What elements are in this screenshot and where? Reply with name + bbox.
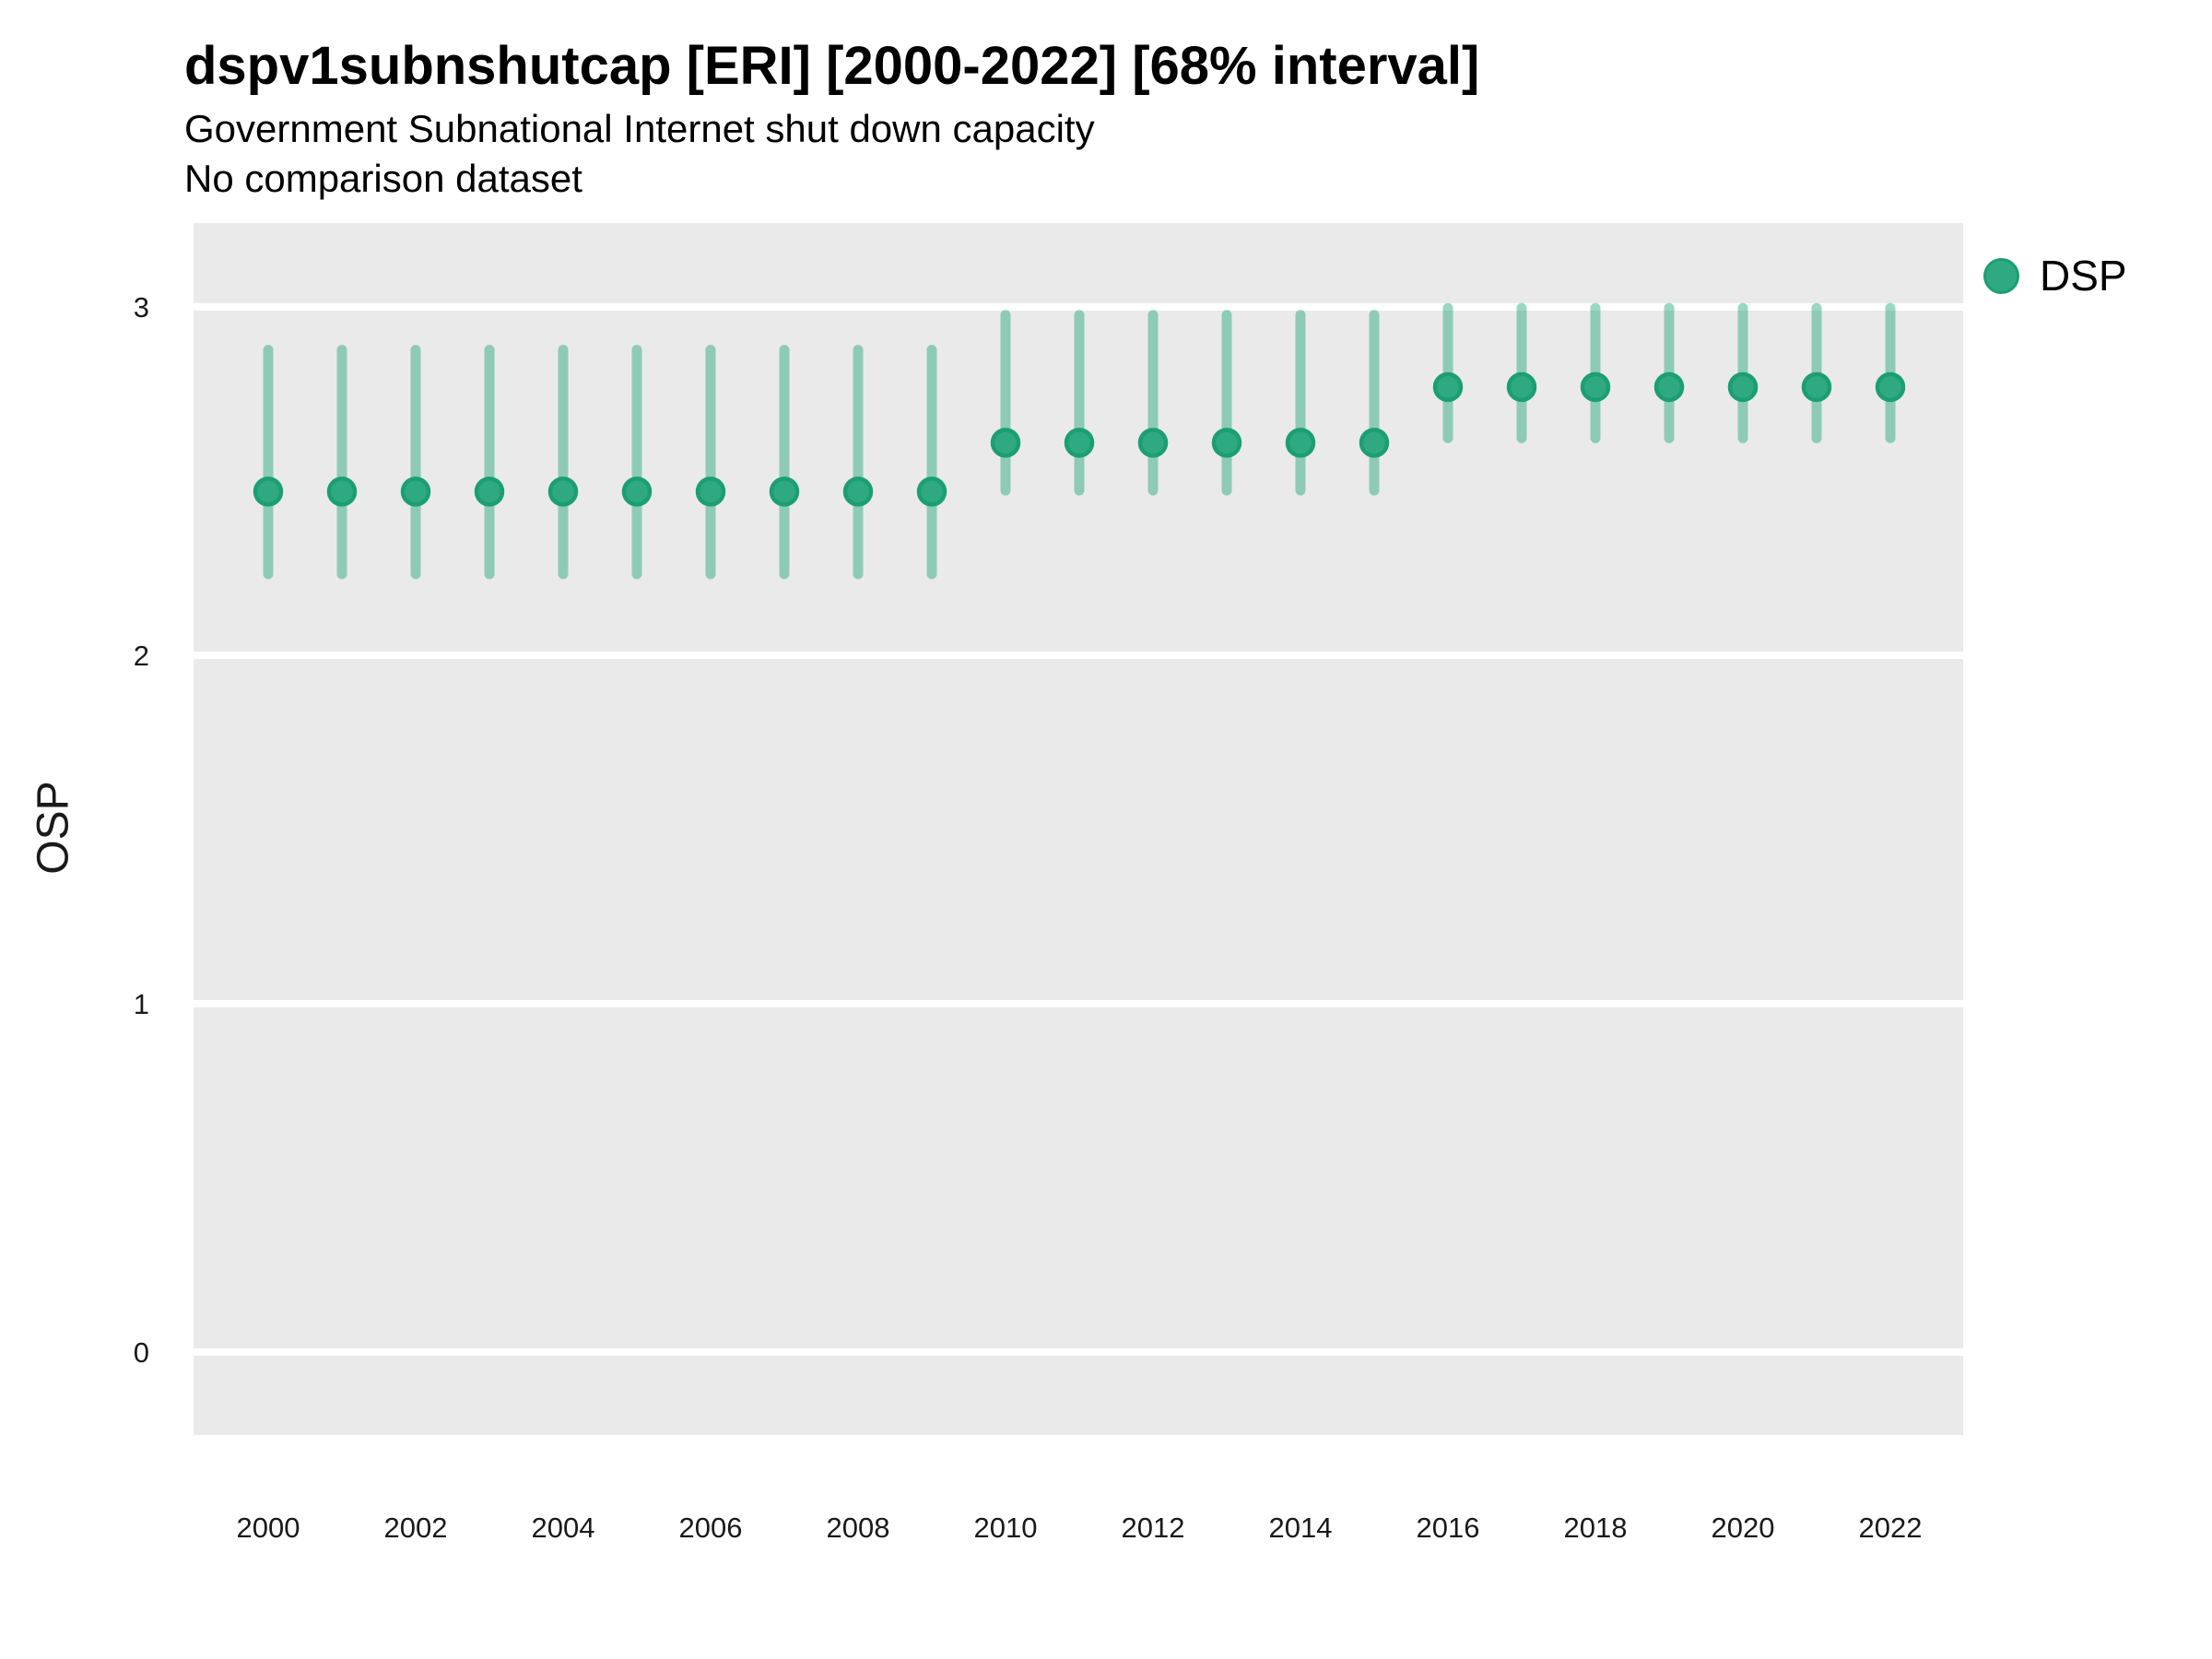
point-estimate-2001	[326, 477, 358, 507]
point-estimate-2004	[547, 477, 579, 507]
point-estimate-2018	[1580, 371, 1611, 403]
point-estimate-2015	[1359, 428, 1390, 458]
point-estimate-2016	[1432, 371, 1464, 403]
x-tick-label-2008: 2008	[827, 1512, 890, 1544]
x-tick-label-2020: 2020	[1712, 1512, 1775, 1544]
y-tick-label-0: 0	[134, 1336, 149, 1369]
gridline-y-3	[194, 303, 1963, 311]
x-tick-label-2000: 2000	[237, 1512, 300, 1544]
x-tick-label-2018: 2018	[1564, 1512, 1628, 1544]
point-estimate-2002	[400, 477, 431, 507]
legend: DSP	[1983, 251, 2127, 300]
y-tick-label-3: 3	[134, 291, 149, 324]
x-tick-label-2010: 2010	[974, 1512, 1038, 1544]
legend-dot-icon	[1983, 257, 2019, 294]
point-estimate-2014	[1285, 428, 1316, 458]
gridline-y-0	[194, 1348, 1963, 1356]
x-tick-label-2006: 2006	[679, 1512, 743, 1544]
gridline-y-2	[194, 652, 1963, 659]
y-tick-label-1: 1	[134, 988, 149, 1020]
gridline-y-1	[194, 1000, 1963, 1007]
point-estimate-2011	[1064, 428, 1095, 458]
point-estimate-2005	[621, 477, 653, 507]
x-tick-label-2016: 2016	[1417, 1512, 1480, 1544]
point-estimate-2020	[1727, 371, 1759, 403]
point-estimate-2009	[916, 477, 947, 507]
x-tick-label-2002: 2002	[384, 1512, 448, 1544]
point-estimate-2006	[695, 477, 726, 507]
x-tick-label-2004: 2004	[532, 1512, 595, 1544]
point-estimate-2012	[1137, 428, 1169, 458]
point-estimate-2007	[769, 477, 800, 507]
point-estimate-2017	[1506, 371, 1537, 403]
point-estimate-2000	[253, 477, 284, 507]
point-estimate-2008	[842, 477, 874, 507]
x-tick-label-2022: 2022	[1859, 1512, 1923, 1544]
chart-title: dspv1subnshutcap [ERI] [2000-2022] [68% …	[184, 36, 1480, 96]
chart-subtitle: Government Subnational Internet shut dow…	[184, 107, 1095, 150]
point-estimate-2022	[1875, 371, 1906, 403]
point-estimate-2013	[1211, 428, 1242, 458]
x-tick-label-2014: 2014	[1269, 1512, 1333, 1544]
plot-panel	[194, 223, 1963, 1435]
y-tick-label-2: 2	[134, 640, 149, 672]
point-estimate-2003	[474, 477, 505, 507]
legend-label: DSP	[2040, 252, 2127, 300]
point-estimate-2019	[1653, 371, 1685, 403]
point-estimate-2021	[1801, 371, 1832, 403]
x-tick-label-2012: 2012	[1122, 1512, 1185, 1544]
point-estimate-2010	[990, 428, 1021, 458]
comparison-note: No comparison dataset	[184, 157, 582, 200]
